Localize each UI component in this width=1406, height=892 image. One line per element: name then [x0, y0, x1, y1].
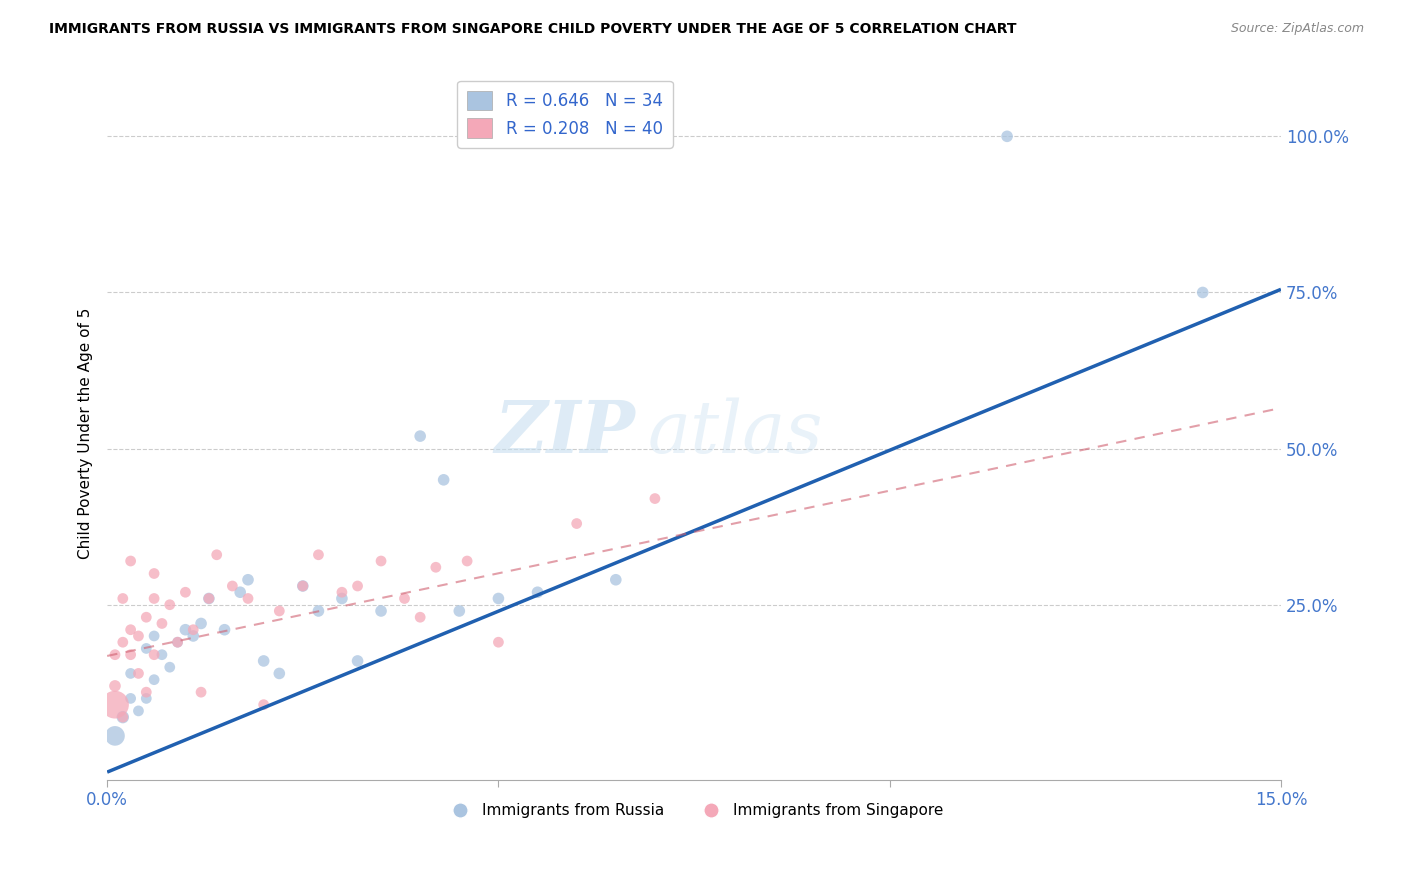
Point	[111, 710, 134, 724]
Legend: Immigrants from Russia, Immigrants from Singapore: Immigrants from Russia, Immigrants from …	[439, 797, 950, 824]
Point	[1191, 285, 1213, 300]
Point	[456, 554, 478, 568]
Text: Source: ZipAtlas.com: Source: ZipAtlas.com	[1230, 22, 1364, 36]
Point	[174, 623, 197, 637]
Point	[307, 548, 329, 562]
Point	[143, 648, 166, 662]
Point	[486, 591, 509, 606]
Text: ZIP: ZIP	[495, 398, 636, 468]
Point	[166, 635, 188, 649]
Point	[644, 491, 666, 506]
Point	[995, 129, 1018, 144]
Point	[425, 560, 447, 574]
Point	[135, 641, 157, 656]
Point	[120, 648, 142, 662]
Point	[214, 623, 236, 637]
Point	[111, 710, 134, 724]
Point	[486, 635, 509, 649]
Point	[181, 629, 204, 643]
Text: atlas: atlas	[647, 398, 823, 468]
Point	[135, 610, 157, 624]
Point	[135, 691, 157, 706]
Point	[330, 585, 353, 599]
Point	[565, 516, 588, 531]
Point	[190, 616, 212, 631]
Point	[120, 554, 142, 568]
Point	[236, 573, 259, 587]
Point	[150, 616, 173, 631]
Point	[253, 654, 276, 668]
Point	[291, 579, 314, 593]
Point	[127, 666, 149, 681]
Point	[253, 698, 276, 712]
Point	[104, 729, 127, 743]
Point	[291, 579, 314, 593]
Point	[409, 429, 432, 443]
Point	[111, 635, 134, 649]
Point	[150, 648, 173, 662]
Point	[346, 654, 368, 668]
Point	[198, 591, 221, 606]
Point	[526, 585, 548, 599]
Point	[127, 629, 149, 643]
Point	[307, 604, 329, 618]
Point	[143, 629, 166, 643]
Point	[433, 473, 456, 487]
Text: IMMIGRANTS FROM RUSSIA VS IMMIGRANTS FROM SINGAPORE CHILD POVERTY UNDER THE AGE : IMMIGRANTS FROM RUSSIA VS IMMIGRANTS FRO…	[49, 22, 1017, 37]
Point	[120, 666, 142, 681]
Point	[605, 573, 627, 587]
Point	[159, 660, 181, 674]
Point	[181, 623, 204, 637]
Point	[198, 591, 221, 606]
Point	[236, 591, 259, 606]
Point	[394, 591, 416, 606]
Point	[449, 604, 471, 618]
Point	[143, 673, 166, 687]
Point	[166, 635, 188, 649]
Point	[104, 698, 127, 712]
Point	[409, 610, 432, 624]
Point	[111, 591, 134, 606]
Point	[269, 666, 291, 681]
Y-axis label: Child Poverty Under the Age of 5: Child Poverty Under the Age of 5	[79, 308, 93, 558]
Point	[127, 704, 149, 718]
Point	[159, 598, 181, 612]
Point	[269, 604, 291, 618]
Point	[221, 579, 243, 593]
Point	[330, 591, 353, 606]
Point	[370, 604, 392, 618]
Point	[120, 623, 142, 637]
Point	[190, 685, 212, 699]
Point	[104, 679, 127, 693]
Point	[346, 579, 368, 593]
Point	[143, 591, 166, 606]
Point	[174, 585, 197, 599]
Point	[120, 691, 142, 706]
Point	[205, 548, 228, 562]
Point	[370, 554, 392, 568]
Point	[104, 648, 127, 662]
Point	[229, 585, 252, 599]
Point	[143, 566, 166, 581]
Point	[135, 685, 157, 699]
